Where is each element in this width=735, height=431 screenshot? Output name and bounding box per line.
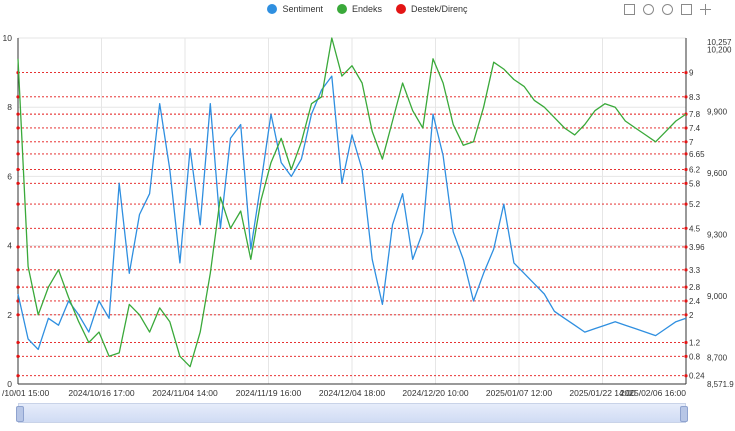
support-resistance-point-start [16, 202, 20, 206]
support-resistance-point-end [684, 226, 688, 230]
support-resistance-point-end [684, 268, 688, 272]
data-view-icon[interactable] [681, 4, 692, 15]
support-resistance-point-end [684, 126, 688, 130]
support-resistance-label: 6.65 [689, 150, 705, 159]
support-resistance-point-start [16, 167, 20, 172]
support-resistance-point-start [16, 245, 20, 249]
legend-item[interactable]: Endeks [336, 4, 383, 14]
data-zoom-fill [19, 404, 685, 422]
support-resistance-label: 1.2 [689, 338, 701, 347]
support-resistance-label: 5.2 [689, 200, 701, 209]
y-left-tick-label: 8 [7, 102, 12, 112]
data-zoom-slider[interactable] [16, 403, 688, 423]
support-resistance-point-end [684, 313, 688, 317]
y-right-tick-label: 10,200 [707, 46, 732, 55]
support-resistance-point-end [684, 202, 688, 206]
support-resistance-point-start [16, 374, 20, 378]
support-resistance-point-start [16, 226, 20, 230]
y-right-tick-label: 8,571.9 [707, 380, 734, 389]
support-resistance-point-start [16, 95, 20, 99]
support-resistance-point-end [684, 152, 688, 156]
y-right-tick-label: 9,300 [707, 230, 728, 239]
y-right-tick-label: 9,000 [707, 292, 728, 301]
chart-toolbox [624, 4, 711, 15]
support-resistance-point-end [684, 340, 688, 345]
y-right-tick-label: 9,600 [707, 169, 728, 178]
support-resistance-label: 7.4 [689, 124, 701, 133]
support-resistance-label: 0.8 [689, 352, 701, 361]
legend-item[interactable]: Destek/Direnç [396, 4, 468, 14]
support-resistance-point-start [16, 285, 20, 289]
support-resistance-point-end [684, 285, 688, 289]
y-left-tick-label: 4 [7, 241, 12, 251]
support-resistance-point-end [684, 95, 688, 99]
support-resistance-label: 7.8 [689, 110, 701, 119]
support-resistance-label: 2 [689, 311, 694, 320]
y-right-tick-label: 10,257 [707, 38, 732, 47]
support-resistance-point-end [684, 245, 688, 249]
support-resistance-label: 2.4 [689, 297, 701, 306]
zoom-icon[interactable] [624, 4, 635, 15]
support-resistance-label: 8.3 [689, 93, 701, 102]
support-resistance-label: 6.2 [689, 165, 701, 174]
support-resistance-point-end [684, 299, 688, 303]
series-line-sentiment [17, 75, 687, 351]
support-resistance-point-end [684, 374, 688, 378]
support-resistance-label: 7 [689, 138, 694, 147]
support-resistance-point-start [16, 152, 20, 156]
x-tick-label: 2025/01/22 14:00 [569, 388, 635, 398]
y-right-tick-label: 8,700 [707, 354, 728, 363]
x-tick-label: 2024/12/04 18:00 [319, 388, 385, 398]
support-resistance-point-start [16, 140, 20, 144]
legend-dot-icon [336, 4, 347, 14]
support-resistance-point-end [684, 140, 688, 144]
support-resistance-point-end [684, 354, 688, 358]
data-zoom-right-handle[interactable] [680, 406, 688, 422]
x-tick-label: 2025/01/07 12:00 [486, 388, 552, 398]
support-resistance-point-start [16, 313, 20, 317]
support-resistance-point-end [684, 71, 688, 75]
legend-dot-icon [267, 4, 278, 14]
legend-label: Destek/Direnç [411, 4, 468, 14]
support-resistance-point-start [16, 181, 20, 185]
support-resistance-label: 3.3 [689, 266, 701, 275]
series-line-endeks [17, 37, 687, 368]
x-tick-label: 2025/02/06 16:00 [620, 388, 686, 398]
legend-dot-icon [396, 4, 407, 14]
legend-label: Sentiment [282, 4, 323, 14]
y-left-tick-label: 10 [3, 33, 13, 43]
support-resistance-label: 2.8 [689, 283, 701, 292]
x-tick-label: 2024/11/19 16:00 [236, 388, 302, 398]
x-tick-label: 2024/11/04 14:00 [152, 388, 218, 398]
support-resistance-point-start [16, 268, 20, 272]
chart-legend: Sentiment Endeks Destek/Direnç [0, 4, 735, 14]
support-resistance-point-start [16, 126, 20, 130]
support-resistance-label: 0.24 [689, 372, 705, 381]
support-resistance-label: 9 [689, 69, 694, 78]
y-left-tick-label: 6 [7, 171, 12, 181]
support-resistance-point-start [16, 112, 20, 116]
restore-icon[interactable] [662, 4, 673, 15]
y-right-tick-label: 9,900 [707, 107, 728, 116]
save-image-icon[interactable] [700, 4, 711, 15]
support-resistance-label: 3.96 [689, 243, 705, 252]
support-resistance-point-start [16, 354, 20, 358]
zoom-reset-icon[interactable] [643, 4, 654, 15]
data-zoom-left-handle[interactable] [16, 406, 24, 422]
y-left-tick-label: 0 [7, 379, 12, 389]
support-resistance-point-start [16, 340, 20, 345]
support-resistance-point-end [684, 167, 688, 172]
x-tick-label: /10/01 15:00 [2, 388, 50, 398]
x-tick-label: 2024/10/16 17:00 [68, 388, 134, 398]
x-tick-label: 2024/12/20 10:00 [402, 388, 468, 398]
legend-label: Endeks [351, 4, 383, 14]
y-left-tick-label: 2 [7, 310, 12, 320]
support-resistance-label: 4.5 [689, 224, 701, 233]
support-resistance-label: 5.8 [689, 179, 701, 188]
support-resistance-point-end [684, 181, 688, 185]
legend-item[interactable]: Sentiment [267, 4, 323, 14]
